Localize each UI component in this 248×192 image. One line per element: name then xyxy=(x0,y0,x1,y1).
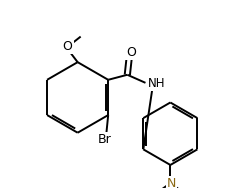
Text: NH: NH xyxy=(148,77,166,90)
Text: O: O xyxy=(126,46,136,60)
Text: N: N xyxy=(167,177,176,190)
Text: O: O xyxy=(63,40,72,53)
Text: Br: Br xyxy=(97,133,111,146)
